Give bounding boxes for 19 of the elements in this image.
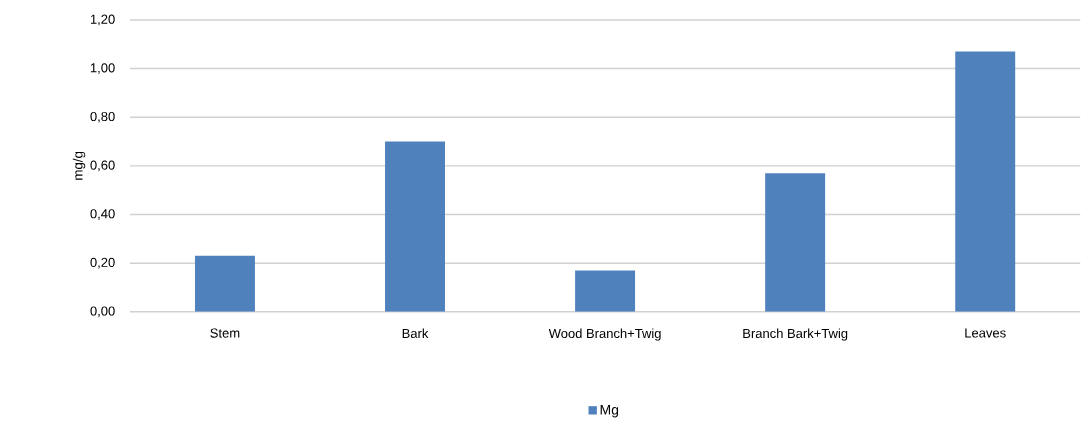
y-axis-title: mg/g xyxy=(72,152,86,180)
bar xyxy=(955,51,1016,312)
x-tick-label: Bark xyxy=(402,328,429,339)
bar xyxy=(765,173,826,312)
y-tick-label: 1,00 xyxy=(90,63,115,75)
bar xyxy=(575,270,636,312)
y-tick-label: 0,60 xyxy=(90,160,115,172)
x-tick-label: Stem xyxy=(210,328,240,338)
y-tick-label: 1,20 xyxy=(90,14,115,26)
legend-label: Mg xyxy=(600,405,619,418)
y-tick-label: 0,00 xyxy=(90,306,115,318)
x-tick-label: Leaves xyxy=(965,328,1006,338)
x-tick-label: Branch Bark+Twig xyxy=(743,328,848,341)
bar xyxy=(385,141,445,312)
y-tick-label: 0,40 xyxy=(90,209,115,221)
y-tick-label: 0,80 xyxy=(90,112,115,123)
x-tick-label: Wood Branch+Twig xyxy=(548,328,661,341)
y-tick-label: 0,20 xyxy=(90,257,115,269)
bar xyxy=(194,256,255,312)
